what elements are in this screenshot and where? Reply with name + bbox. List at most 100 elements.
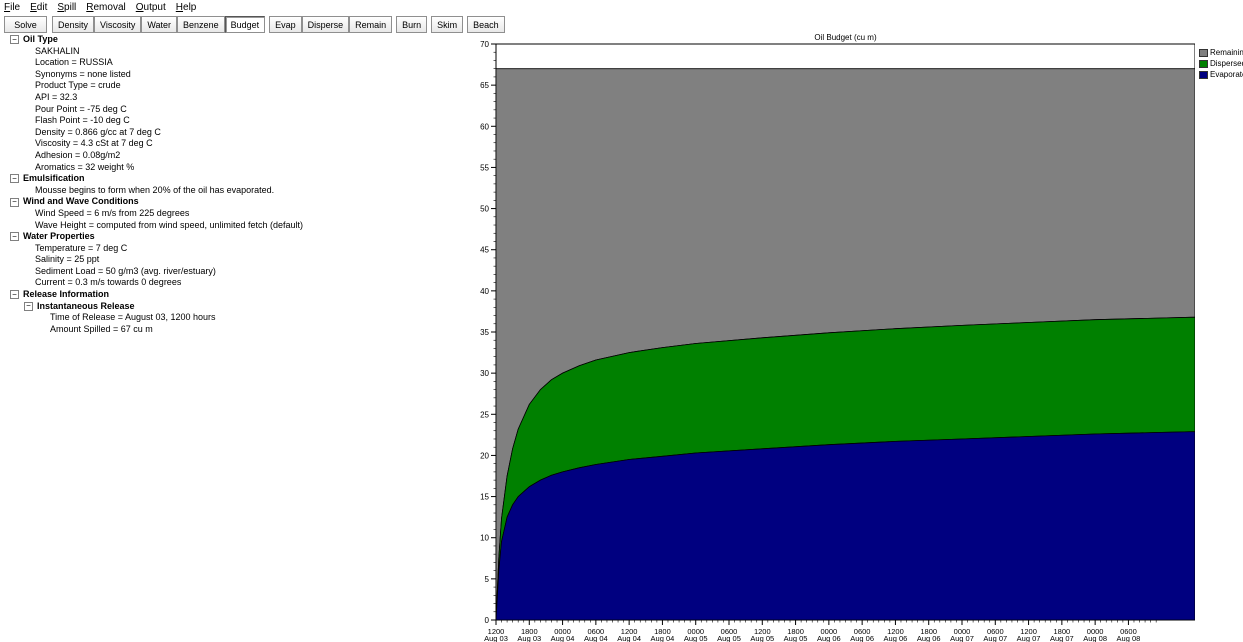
- x-tick-date: Aug 06: [884, 634, 908, 642]
- collapse-icon[interactable]: −: [10, 174, 19, 184]
- x-tick-time: 0000: [821, 627, 838, 636]
- tree-item: Flash Point = -10 deg C: [35, 115, 130, 126]
- x-tick-time: 0600: [588, 627, 605, 636]
- y-tick-label: 70: [480, 40, 489, 49]
- y-tick-label: 5: [485, 575, 490, 584]
- tree-water-heading[interactable]: − Water Properties: [10, 231, 450, 243]
- summary-tree: − Oil Type SAKHALIN Location = RUSSIA Syno…: [10, 34, 450, 335]
- x-tick-time: 0000: [1087, 627, 1104, 636]
- x-tick-date: Aug 07: [983, 634, 1007, 642]
- x-tick-date: Aug 04: [651, 634, 675, 642]
- tree-item: Time of Release = August 03, 1200 hours: [50, 312, 216, 323]
- tree-item: Adhesion = 0.08g/m2: [35, 149, 121, 160]
- x-tick-date: Aug 07: [950, 634, 974, 642]
- collapse-icon[interactable]: −: [10, 197, 19, 207]
- tree-item: Current = 0.3 m/s towards 0 degrees: [35, 277, 182, 288]
- x-tick-time: 1800: [521, 627, 538, 636]
- x-tick-time: 0000: [954, 627, 971, 636]
- menu-item[interactable]: Help: [175, 1, 197, 13]
- tab-density[interactable]: Density: [52, 16, 95, 33]
- tree-item: API = 32.3: [35, 91, 78, 102]
- y-tick-label: 20: [480, 451, 489, 460]
- chart-title: Oil Budget (cu m): [814, 33, 877, 42]
- x-tick-time: 1200: [488, 627, 505, 636]
- legend-item-dispersed: Dispersed: [1199, 58, 1243, 69]
- x-tick-date: Aug 03: [517, 634, 541, 642]
- tab-budget[interactable]: Budget: [224, 16, 266, 33]
- x-tick-time: 1200: [887, 627, 904, 636]
- legend-label: Remaining: [1210, 48, 1243, 57]
- tab-disperse[interactable]: Disperse: [301, 16, 350, 33]
- x-tick-time: 0000: [554, 627, 571, 636]
- legend-swatch: [1199, 59, 1208, 68]
- x-tick-date: Aug 05: [717, 634, 741, 642]
- x-tick-date: Aug 08: [1083, 634, 1107, 642]
- x-tick-time: 0600: [721, 627, 738, 636]
- x-tick-date: Aug 04: [617, 634, 641, 642]
- tree-item: Aromatics = 32 weight %: [35, 161, 135, 172]
- tree-item: Synonyms = none listed: [35, 68, 131, 79]
- collapse-icon[interactable]: −: [10, 290, 19, 300]
- tab-skim[interactable]: Skim: [431, 16, 464, 33]
- tree-item: Density = 0.866 g/cc at 7 deg C: [35, 126, 161, 137]
- x-tick-date: Aug 06: [917, 634, 941, 642]
- y-tick-label: 10: [480, 534, 489, 543]
- tree-wind-heading[interactable]: − Wind and Wave Conditions: [10, 196, 450, 208]
- x-tick-time: 0600: [987, 627, 1004, 636]
- x-tick-date: Aug 05: [784, 634, 808, 642]
- y-tick-label: 60: [480, 122, 489, 131]
- toolbar: Solve Density Viscosity Water Benzene Budget…: [4, 16, 505, 33]
- menu-bar: File Edit Spill Removal Output Help: [0, 0, 1243, 14]
- legend-item-remaining: Remaining: [1199, 47, 1243, 58]
- tree-oil-type-heading[interactable]: − Oil Type: [10, 34, 450, 46]
- tab-viscosity[interactable]: Viscosity: [94, 16, 142, 33]
- menu-item[interactable]: File: [4, 1, 21, 13]
- tree-item: SAKHALIN: [35, 45, 80, 56]
- legend-label: Evaporated: [1210, 70, 1243, 79]
- tree-item: Location = RUSSIA: [35, 57, 113, 68]
- tree-item: Product Type = crude: [35, 80, 121, 91]
- legend-swatch: [1199, 48, 1208, 57]
- oil-budget-chart: Oil Budget (cu m) 0 5 10 15 20 25 30 35 40 45 50 55 6…: [480, 33, 1195, 642]
- y-tick-label: 55: [480, 163, 489, 172]
- tree-release-heading[interactable]: − Release Information: [10, 289, 450, 301]
- y-tick-label: 0: [485, 616, 490, 625]
- y-tick-label: 40: [480, 287, 489, 296]
- menu-item[interactable]: Spill: [57, 1, 77, 13]
- tree-instantaneous-release-heading[interactable]: − Instantaneous Release: [10, 301, 450, 313]
- tab-remain[interactable]: Remain: [349, 16, 393, 33]
- menu-item[interactable]: Removal: [86, 1, 126, 13]
- tree-item: Sediment Load = 50 g/m3 (avg. river/estu…: [35, 265, 216, 276]
- tree-item: Viscosity = 4.3 cSt at 7 deg C: [35, 138, 153, 149]
- x-tick-date: Aug 03: [484, 634, 508, 642]
- tree-emulsification-heading[interactable]: − Emulsification: [10, 173, 450, 185]
- x-tick-time: 1800: [654, 627, 671, 636]
- y-tick-label: 35: [480, 328, 489, 337]
- x-tick-date: Aug 06: [817, 634, 841, 642]
- y-tick-label: 65: [480, 81, 489, 90]
- x-tick-date: Aug 07: [1017, 634, 1041, 642]
- y-tick-label: 45: [480, 246, 489, 255]
- tree-item: Wind Speed = 6 m/s from 225 degrees: [35, 207, 190, 218]
- x-tick-time: 0600: [854, 627, 871, 636]
- collapse-icon[interactable]: −: [10, 232, 19, 242]
- collapse-icon[interactable]: −: [10, 35, 19, 45]
- y-tick-label: 30: [480, 369, 489, 378]
- menu-item[interactable]: Edit: [30, 1, 48, 13]
- tab-burn[interactable]: Burn: [396, 16, 428, 33]
- tree-item: Salinity = 25 ppt: [35, 254, 100, 265]
- x-tick-time: 1800: [787, 627, 804, 636]
- tab-benzene[interactable]: Benzene: [177, 16, 225, 33]
- x-tick-date: Aug 04: [551, 634, 575, 642]
- menu-item[interactable]: Output: [135, 1, 166, 13]
- tab-water[interactable]: Water: [141, 16, 178, 33]
- tree-item: Wave Height = computed from wind speed, …: [35, 219, 304, 230]
- collapse-icon[interactable]: −: [24, 301, 33, 311]
- tab-beach[interactable]: Beach: [467, 16, 505, 33]
- legend-label: Dispersed: [1210, 59, 1243, 68]
- tree-item: Amount Spilled = 67 cu m: [50, 323, 153, 334]
- tab-evap[interactable]: Evap: [269, 16, 302, 33]
- tree-item: Temperature = 7 deg C: [35, 242, 128, 253]
- x-tick-time: 1200: [621, 627, 638, 636]
- solve-button[interactable]: Solve: [4, 16, 47, 33]
